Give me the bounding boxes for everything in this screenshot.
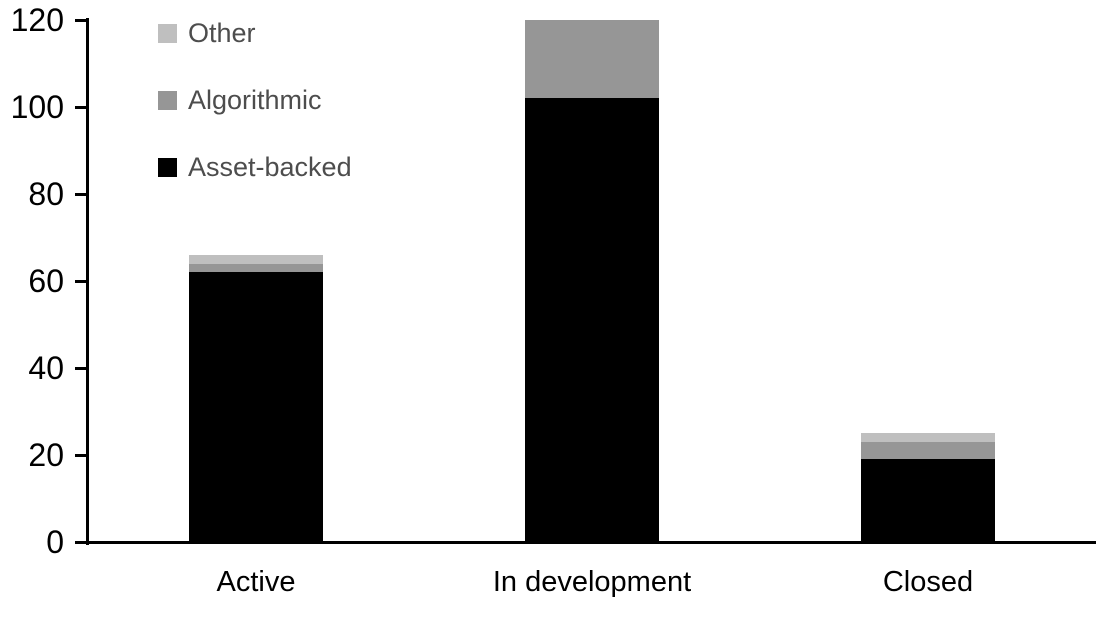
y-axis-tick <box>75 540 87 544</box>
chart-legend: Other Algorithmic Asset-backed <box>158 18 352 219</box>
y-axis-tick <box>75 279 87 283</box>
y-axis-tick <box>75 453 87 457</box>
y-axis-tick-label: 0 <box>46 524 64 560</box>
y-axis-tick-label: 80 <box>28 176 64 212</box>
y-axis-tick-label: 40 <box>28 350 64 386</box>
legend-item-other: Other <box>158 18 352 48</box>
legend-swatch-other-icon <box>158 23 177 43</box>
y-axis-tick-label: 20 <box>28 437 64 473</box>
legend-swatch-algorithmic-icon <box>158 90 177 110</box>
legend-swatch-asset-backed-icon <box>158 157 177 177</box>
legend-item-algorithmic: Algorithmic <box>158 85 352 115</box>
y-axis-line <box>86 18 89 545</box>
y-axis-tick-label: 120 <box>10 2 64 38</box>
bar-segment-algorithmic <box>189 263 323 273</box>
legend-label-asset-backed: Asset-backed <box>188 151 352 182</box>
bar-segment-algorithmic <box>861 441 995 460</box>
category-label-active: Active <box>216 566 296 598</box>
category-label-in-development: In development <box>492 566 692 598</box>
bar-segment-asset-backed <box>189 272 323 542</box>
y-axis-tick <box>75 366 87 370</box>
legend-label-algorithmic: Algorithmic <box>188 84 322 115</box>
bar-segment-other <box>189 254 323 264</box>
category-label-closed: Closed <box>882 566 974 598</box>
x-axis-line <box>75 541 1096 544</box>
y-axis-tick <box>75 18 87 22</box>
bar-segment-other <box>861 433 995 442</box>
y-axis-tick-label: 60 <box>28 263 64 299</box>
bar-segment-asset-backed <box>525 98 659 542</box>
bar-segment-algorithmic <box>525 20 659 99</box>
legend-label-other: Other <box>188 17 256 48</box>
y-axis-tick <box>75 105 87 109</box>
bar-segment-asset-backed <box>861 459 995 542</box>
y-axis-tick-label: 100 <box>10 89 64 125</box>
legend-item-asset-backed: Asset-backed <box>158 152 352 182</box>
y-axis-tick <box>75 192 87 196</box>
